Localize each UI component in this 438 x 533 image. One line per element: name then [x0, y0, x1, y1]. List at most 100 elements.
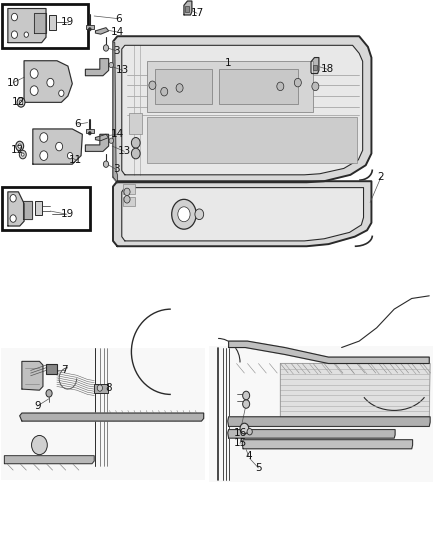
Polygon shape [228, 417, 430, 426]
Polygon shape [34, 13, 46, 33]
Circle shape [47, 78, 54, 87]
Circle shape [88, 132, 91, 135]
Circle shape [56, 142, 63, 151]
Text: 12: 12 [11, 146, 24, 155]
Bar [94, 384, 108, 393]
Bar [1, 348, 205, 480]
Circle shape [178, 207, 190, 222]
Circle shape [10, 215, 16, 222]
Circle shape [243, 400, 250, 408]
Polygon shape [280, 364, 430, 417]
Circle shape [19, 100, 23, 104]
Polygon shape [20, 413, 204, 421]
Text: 2: 2 [378, 172, 385, 182]
Polygon shape [242, 440, 413, 449]
Polygon shape [229, 341, 429, 364]
Polygon shape [113, 42, 117, 182]
Bar [49, 15, 56, 30]
Bar [147, 61, 313, 112]
Circle shape [10, 195, 16, 202]
Circle shape [19, 150, 26, 159]
Circle shape [124, 188, 130, 196]
Circle shape [11, 13, 18, 21]
Text: 12: 12 [12, 98, 25, 107]
Text: 3: 3 [113, 46, 120, 55]
Polygon shape [33, 129, 82, 164]
Circle shape [312, 82, 319, 91]
Text: 14: 14 [110, 27, 124, 37]
Circle shape [32, 435, 47, 455]
Text: 9: 9 [34, 401, 41, 411]
Text: 13: 13 [118, 147, 131, 156]
Circle shape [46, 390, 52, 397]
Circle shape [40, 133, 48, 142]
Polygon shape [85, 134, 109, 151]
Polygon shape [85, 59, 109, 76]
Text: 11: 11 [69, 155, 82, 165]
Bar [86, 25, 94, 29]
Text: 4: 4 [245, 451, 252, 461]
Circle shape [195, 209, 204, 220]
Polygon shape [122, 45, 363, 175]
Bar [313, 65, 317, 70]
Circle shape [176, 84, 183, 92]
Circle shape [16, 141, 24, 151]
Polygon shape [184, 1, 192, 15]
Circle shape [59, 90, 64, 96]
Circle shape [24, 32, 28, 37]
Text: 18: 18 [321, 64, 334, 74]
Circle shape [88, 28, 91, 31]
Bar [46, 364, 57, 374]
Circle shape [30, 69, 38, 78]
Circle shape [109, 138, 113, 143]
Circle shape [103, 45, 109, 51]
Circle shape [18, 144, 21, 148]
Polygon shape [23, 201, 32, 219]
Polygon shape [8, 9, 46, 43]
Circle shape [149, 81, 156, 90]
Circle shape [277, 82, 284, 91]
Text: 15: 15 [233, 439, 247, 448]
Polygon shape [22, 361, 43, 390]
Circle shape [161, 87, 168, 96]
Polygon shape [8, 192, 24, 226]
Circle shape [240, 423, 249, 434]
Bar [2, 4, 88, 48]
Bar [209, 346, 433, 482]
Text: 19: 19 [61, 18, 74, 27]
Circle shape [109, 62, 113, 68]
Circle shape [103, 161, 109, 167]
Text: 13: 13 [116, 66, 129, 75]
Polygon shape [113, 36, 371, 182]
Text: 17: 17 [191, 9, 204, 18]
Polygon shape [311, 58, 319, 74]
Polygon shape [113, 181, 371, 246]
Bar [35, 201, 42, 215]
Bar [123, 184, 135, 194]
Circle shape [67, 152, 73, 159]
Circle shape [30, 86, 38, 95]
Bar [129, 113, 142, 134]
Bar [2, 187, 90, 230]
Text: 6: 6 [74, 119, 81, 129]
Polygon shape [95, 28, 109, 34]
Circle shape [247, 429, 252, 435]
Bar [219, 69, 298, 104]
Polygon shape [4, 456, 94, 464]
Text: 7: 7 [61, 366, 68, 375]
Circle shape [40, 151, 48, 160]
Text: 5: 5 [255, 463, 262, 473]
Text: 19: 19 [60, 209, 74, 219]
Circle shape [124, 196, 130, 203]
Circle shape [172, 199, 196, 229]
Text: 16: 16 [233, 428, 247, 438]
Polygon shape [95, 134, 109, 141]
Polygon shape [24, 61, 72, 102]
Bar [185, 6, 189, 12]
Text: 3: 3 [113, 165, 120, 174]
Text: 1: 1 [224, 58, 231, 68]
Circle shape [131, 138, 140, 148]
Bar [147, 117, 357, 163]
Text: 10: 10 [7, 78, 20, 87]
Circle shape [131, 148, 140, 159]
